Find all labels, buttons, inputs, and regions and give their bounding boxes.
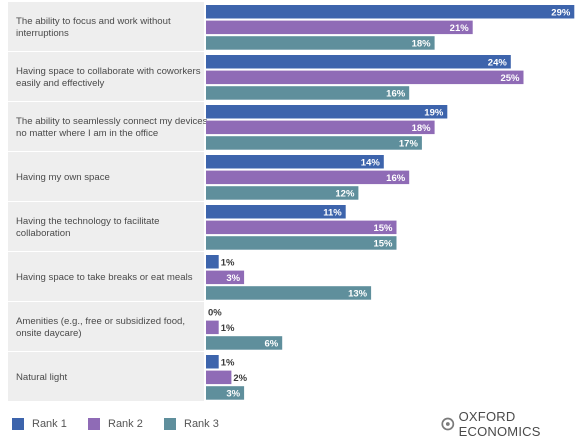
data-label-rank-2: 15% xyxy=(373,223,393,234)
data-label-rank-1: 24% xyxy=(488,57,508,68)
data-label-rank-3: 12% xyxy=(335,189,355,200)
bar-rank-3 xyxy=(206,286,372,300)
data-label-rank-3: 17% xyxy=(399,139,419,150)
oxford-economics-logo-icon xyxy=(441,417,455,431)
bar-rank-3 xyxy=(206,36,435,50)
legend-label-rank-2: Rank 2 xyxy=(108,418,143,430)
oxford-economics-brand: OXFORD ECONOMICS xyxy=(441,409,580,439)
bar-rank-3 xyxy=(206,236,397,250)
category-label-having-space-to-collaborate-with-coworke: Having space to collaborate with coworke… xyxy=(16,66,201,89)
data-label-rank-2: 18% xyxy=(412,123,432,134)
category-row-background xyxy=(8,352,204,401)
bar-rank-1 xyxy=(206,355,219,369)
data-label-rank-3: 18% xyxy=(412,39,432,50)
bar-rank-1 xyxy=(206,255,219,269)
data-label-rank-1: 19% xyxy=(424,107,444,118)
legend-item-rank-1: Rank 1 xyxy=(12,415,67,433)
bar-rank-2 xyxy=(206,70,524,85)
category-label-amenities-e-g-free-or-subsidized-food-on: Amenities (e.g., free or subsidized food… xyxy=(16,316,185,339)
bar-rank-2 xyxy=(206,120,435,135)
category-label-the-ability-to-focus-and-work-without-in: The ability to focus and work without int… xyxy=(16,16,171,39)
bar-rank-3 xyxy=(206,386,245,400)
data-label-rank-2: 21% xyxy=(450,23,470,34)
category-row-background xyxy=(8,252,204,301)
data-label-rank-2: 16% xyxy=(386,173,406,184)
data-label-rank-1: 29% xyxy=(551,7,571,18)
bar-rank-1 xyxy=(206,55,511,69)
bar-rank-2 xyxy=(206,20,473,35)
bar-rank-3 xyxy=(206,86,410,100)
data-label-rank-1: 1% xyxy=(221,257,235,268)
bar-rank-2 xyxy=(206,220,397,235)
category-row-background xyxy=(8,302,204,351)
category-row-background xyxy=(8,102,204,151)
bar-rank-1 xyxy=(206,105,448,119)
bar-rank-3 xyxy=(206,186,359,200)
category-row-background xyxy=(8,202,204,251)
category-label-having-the-technology-to-facilitate-coll: Having the technology to facilitate colla… xyxy=(16,216,159,239)
data-label-rank-3: 15% xyxy=(373,239,393,250)
bar-chart: The ability to focus and work without int… xyxy=(8,2,575,401)
legend-label-rank-1: Rank 1 xyxy=(32,418,67,430)
legend-item-rank-2: Rank 2 xyxy=(88,415,143,433)
data-label-rank-1: 14% xyxy=(361,157,381,168)
bar-rank-1 xyxy=(206,155,384,169)
category-label-having-my-own-space: Having my own space xyxy=(16,172,110,183)
category-row-background xyxy=(8,152,204,201)
legend-swatch-rank-3 xyxy=(164,418,176,430)
bar-rank-2 xyxy=(206,320,219,335)
bar-rank-3 xyxy=(206,136,422,150)
data-label-rank-1: 1% xyxy=(221,357,235,368)
data-label-rank-2: 3% xyxy=(226,273,240,284)
category-row-background xyxy=(8,2,204,51)
legend-label-rank-3: Rank 3 xyxy=(184,418,219,430)
data-label-rank-3: 6% xyxy=(264,339,278,350)
data-label-rank-3: 16% xyxy=(386,89,406,100)
data-label-rank-3: 13% xyxy=(348,289,368,300)
legend-swatch-rank-1 xyxy=(12,418,24,430)
category-label-having-space-to-take-breaks-or-eat-meals: Having space to take breaks or eat meals xyxy=(16,272,193,283)
bar-rank-2 xyxy=(206,270,245,285)
legend-item-rank-3: Rank 3 xyxy=(164,415,219,433)
legend-swatch-rank-2 xyxy=(88,418,100,430)
data-label-rank-2: 25% xyxy=(500,73,520,84)
data-label-rank-2: 1% xyxy=(221,323,235,334)
category-label-natural-light: Natural light xyxy=(16,372,68,383)
bar-rank-1 xyxy=(206,205,346,219)
category-row-background xyxy=(8,52,204,101)
data-label-rank-1: 0% xyxy=(208,307,222,318)
bar-rank-1 xyxy=(206,5,575,19)
category-label-the-ability-to-seamlessly-connect-my-dev: The ability to seamlessly connect my dev… xyxy=(16,116,208,139)
data-label-rank-2: 2% xyxy=(233,373,247,384)
bar-rank-2 xyxy=(206,370,232,385)
data-label-rank-1: 11% xyxy=(323,207,342,218)
bar-rank-2 xyxy=(206,170,410,185)
chart-legend: Rank 1 Rank 2 Rank 3 xyxy=(12,415,312,433)
data-label-rank-3: 3% xyxy=(226,389,240,400)
brand-text: OXFORD ECONOMICS xyxy=(458,409,541,439)
bar-rank-3 xyxy=(206,336,283,350)
